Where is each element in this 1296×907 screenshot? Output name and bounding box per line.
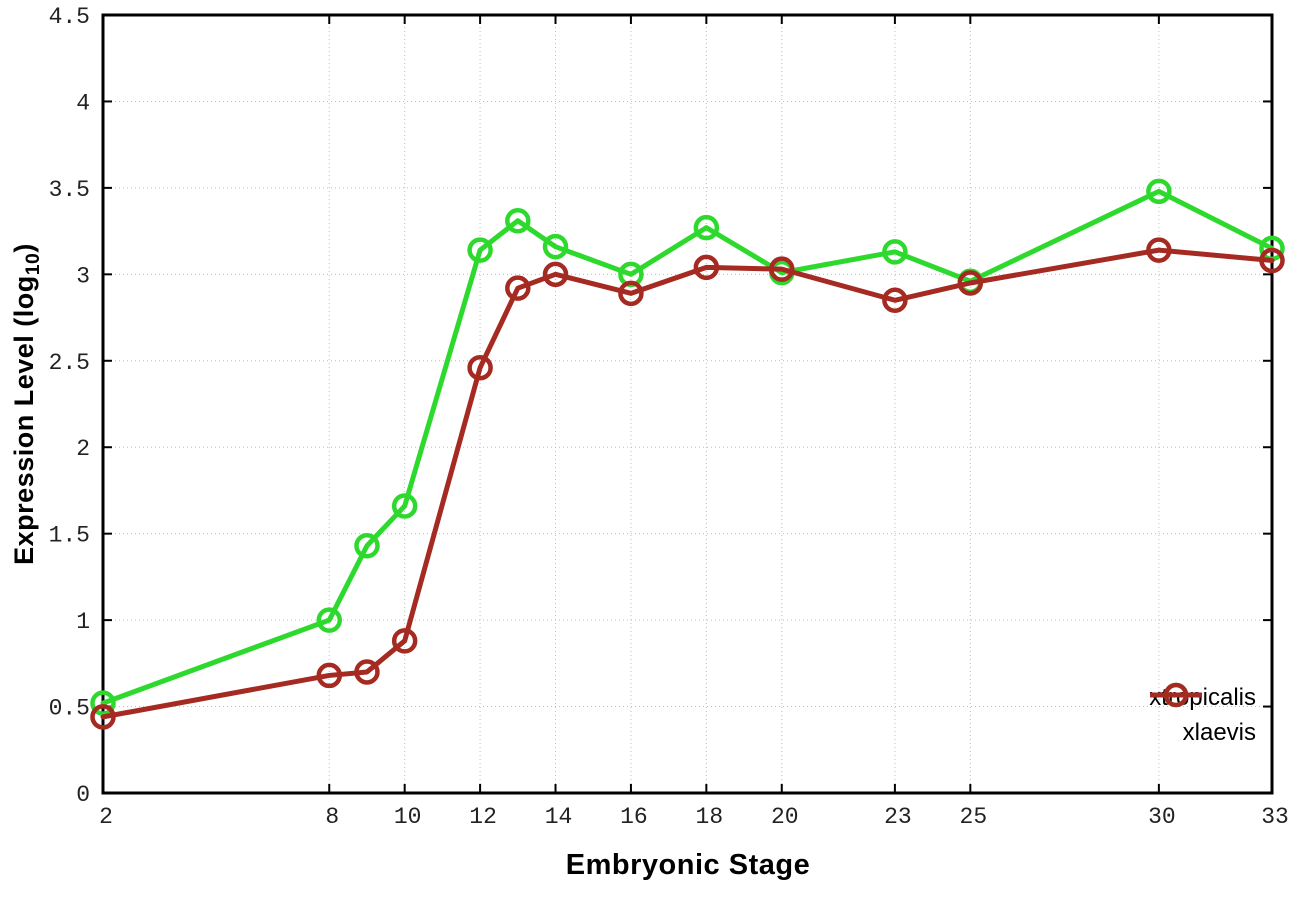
y-tick-label: 1 <box>76 609 90 635</box>
data-point-xtropicalis <box>693 214 720 241</box>
x-tick-label: 23 <box>884 804 912 830</box>
data-point-xlaevis <box>467 354 493 381</box>
y-axis-title-text: Expression Level (log <box>8 275 39 565</box>
y-axis-title: Expression Level (log10) <box>9 243 45 565</box>
x-tick-label: 8 <box>325 804 339 830</box>
data-point-xtropicalis <box>882 239 908 265</box>
data-point-xlaevis <box>1146 237 1172 263</box>
data-point-xtropicalis <box>316 607 343 633</box>
data-point-xtropicalis <box>391 493 418 519</box>
data-point-xlaevis <box>354 659 380 685</box>
data-point-xlaevis <box>542 261 569 288</box>
y-axis-title-suffix: ) <box>8 243 39 253</box>
x-tick-label: 12 <box>469 804 497 830</box>
x-tick-label: 2 <box>99 804 113 830</box>
x-tick-label: 10 <box>394 804 422 830</box>
x-tick-label: 18 <box>696 804 724 830</box>
y-tick-label: 3.5 <box>49 177 90 203</box>
y-tick-label: 1.5 <box>49 523 90 549</box>
x-tick-label: 16 <box>620 804 648 830</box>
y-tick-label: 2.5 <box>49 350 90 376</box>
data-point-xlaevis <box>618 280 644 307</box>
x-tick-label: 33 <box>1261 804 1289 830</box>
data-point-xlaevis <box>957 270 984 296</box>
y-tick-label: 3 <box>76 263 90 289</box>
data-point-xlaevis <box>693 254 720 281</box>
x-tick-label: 30 <box>1148 804 1176 830</box>
data-point-xlaevis <box>316 662 343 689</box>
data-point-xtropicalis <box>90 690 116 716</box>
x-axis-title: Embryonic Stage <box>565 849 811 881</box>
y-tick-label: 4.5 <box>49 4 90 30</box>
plot-border <box>101 13 1274 795</box>
data-point-xtropicalis <box>467 237 493 263</box>
y-tick-label: 0 <box>76 782 90 808</box>
data-point-xlaevis <box>391 628 418 654</box>
legend-item-xlaevis: xlaevis <box>1149 682 1266 750</box>
y-tick-label: 2 <box>76 436 90 462</box>
data-point-xtropicalis <box>354 533 380 559</box>
x-tick-label: 14 <box>545 804 573 830</box>
legend-label: xlaevis <box>1182 718 1256 746</box>
legend-marker-icon <box>1150 682 1203 708</box>
data-point-xtropicalis <box>542 233 569 260</box>
data-point-xlaevis <box>882 287 908 314</box>
y-tick-label: 4 <box>76 90 90 116</box>
y-axis-title-subscript: 10 <box>22 252 45 276</box>
data-point-xlaevis <box>769 256 795 282</box>
series-line-xlaevis <box>100 247 1275 720</box>
data-point-xtropicalis <box>1146 178 1172 205</box>
data-point-xlaevis <box>90 704 116 730</box>
data-point-xlaevis <box>1259 247 1285 274</box>
data-point-xlaevis <box>505 275 531 301</box>
x-tick-label: 25 <box>960 804 988 830</box>
x-tick-label: 20 <box>771 804 799 830</box>
data-point-xtropicalis <box>505 207 531 234</box>
y-tick-label: 0.5 <box>49 696 90 722</box>
legend: xtropicalis xlaevis <box>1149 680 1266 750</box>
